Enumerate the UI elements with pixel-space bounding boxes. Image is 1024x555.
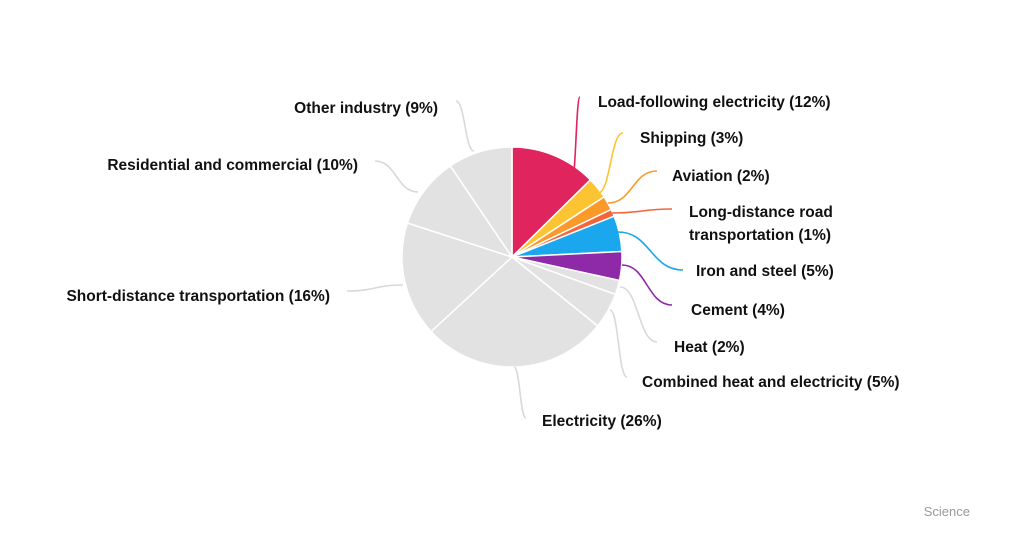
slice-label-0: Load-following electricity (12%) <box>598 94 831 111</box>
leader-line-7 <box>609 309 628 378</box>
slice-label-1: Shipping (3%) <box>640 130 743 147</box>
leader-line-6 <box>619 286 658 343</box>
pie-slice-11 <box>449 146 513 260</box>
leader-line-5 <box>621 264 673 306</box>
slice-label-2: Aviation (2%) <box>672 168 770 185</box>
slice-label-4: Iron and steel (5%) <box>696 263 834 280</box>
slice-label-8: Electricity (26%) <box>542 413 662 430</box>
leader-line-9 <box>346 284 404 292</box>
leader-line-1 <box>597 132 624 194</box>
pie-slice-9 <box>401 222 514 333</box>
pie-slice-10 <box>406 164 514 259</box>
slice-label-11: Other industry (9%) <box>294 100 438 117</box>
slice-label-10: Residential and commercial (10%) <box>107 157 358 174</box>
leader-line-4 <box>617 231 684 271</box>
pie-slice-8 <box>430 256 599 368</box>
pie-slice-0 <box>511 146 592 259</box>
leader-line-0 <box>571 96 581 181</box>
source-credit: Science <box>923 504 970 519</box>
leader-line-8 <box>513 366 527 419</box>
slice-label-3: Long-distance road transportation (1%) <box>689 204 833 244</box>
slice-label-5: Cement (4%) <box>691 302 785 319</box>
slice-label-6: Heat (2%) <box>674 339 745 356</box>
leader-line-2 <box>607 170 658 204</box>
slice-label-9: Short-distance transportation (16%) <box>66 288 330 305</box>
slice-label-7: Combined heat and electricity (5%) <box>642 374 900 391</box>
leader-line-3 <box>611 208 673 214</box>
leader-line-11 <box>455 100 475 152</box>
leader-line-10 <box>374 160 419 193</box>
